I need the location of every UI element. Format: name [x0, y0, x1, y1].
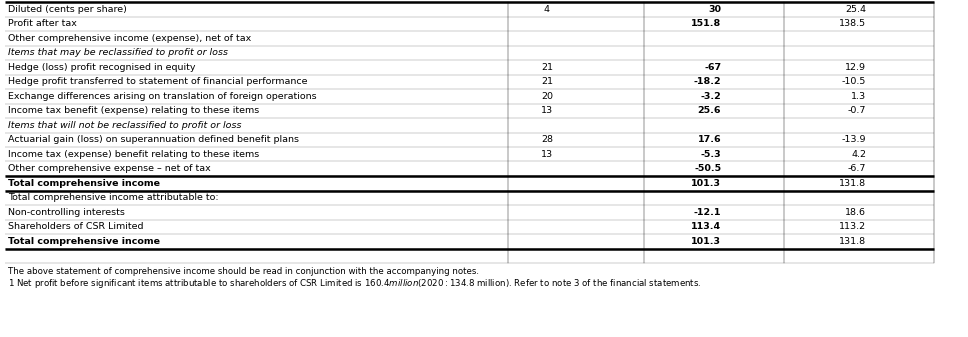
Text: 28: 28 [541, 135, 553, 144]
Text: Hedge profit transferred to statement of financial performance: Hedge profit transferred to statement of… [8, 77, 307, 86]
Text: 21: 21 [541, 77, 553, 86]
Text: 13: 13 [541, 150, 553, 159]
Text: 151.8: 151.8 [691, 19, 721, 28]
Text: Profit after tax: Profit after tax [8, 19, 76, 28]
Text: 101.3: 101.3 [691, 179, 721, 188]
Text: 12.9: 12.9 [845, 63, 866, 72]
Text: -10.5: -10.5 [842, 77, 866, 86]
Text: Total comprehensive income attributable to:: Total comprehensive income attributable … [8, 193, 219, 202]
Text: -0.7: -0.7 [848, 106, 866, 115]
Text: -67: -67 [704, 63, 721, 72]
Text: 4.2: 4.2 [852, 150, 866, 159]
Text: 113.4: 113.4 [691, 222, 721, 231]
Text: -13.9: -13.9 [842, 135, 866, 144]
Text: 131.8: 131.8 [839, 179, 866, 188]
Text: Items that will not be reclassified to profit or loss: Items that will not be reclassified to p… [8, 121, 241, 130]
Text: Other comprehensive income (expense), net of tax: Other comprehensive income (expense), ne… [8, 34, 251, 43]
Text: Diluted (cents per share): Diluted (cents per share) [8, 5, 127, 14]
Text: 17.6: 17.6 [698, 135, 721, 144]
Text: 101.3: 101.3 [691, 237, 721, 246]
Text: 1.3: 1.3 [851, 92, 866, 101]
Text: Income tax (expense) benefit relating to these items: Income tax (expense) benefit relating to… [8, 150, 259, 159]
Text: 13: 13 [541, 106, 553, 115]
Text: 4: 4 [544, 5, 550, 14]
Text: Other comprehensive expense – net of tax: Other comprehensive expense – net of tax [8, 164, 210, 173]
Text: 113.2: 113.2 [839, 222, 866, 231]
Text: -12.1: -12.1 [694, 208, 721, 217]
Text: Hedge (loss) profit recognised in equity: Hedge (loss) profit recognised in equity [8, 63, 196, 72]
Text: 18.6: 18.6 [845, 208, 866, 217]
Text: Items that may be reclassified to profit or loss: Items that may be reclassified to profit… [8, 48, 227, 57]
Text: 1 Net profit before significant items attributable to shareholders of CSR Limite: 1 Net profit before significant items at… [8, 277, 701, 290]
Text: Actuarial gain (loss) on superannuation defined benefit plans: Actuarial gain (loss) on superannuation … [8, 135, 299, 144]
Text: -18.2: -18.2 [693, 77, 721, 86]
Text: -3.2: -3.2 [701, 92, 721, 101]
Text: 25.4: 25.4 [845, 5, 866, 14]
Text: 131.8: 131.8 [839, 237, 866, 246]
Text: 138.5: 138.5 [839, 19, 866, 28]
Text: Non-controlling interests: Non-controlling interests [8, 208, 125, 217]
Text: 30: 30 [709, 5, 721, 14]
Text: 20: 20 [541, 92, 553, 101]
Text: -5.3: -5.3 [701, 150, 721, 159]
Text: Exchange differences arising on translation of foreign operations: Exchange differences arising on translat… [8, 92, 317, 101]
Text: -6.7: -6.7 [848, 164, 866, 173]
Text: -50.5: -50.5 [694, 164, 721, 173]
Text: 21: 21 [541, 63, 553, 72]
Text: 25.6: 25.6 [698, 106, 721, 115]
Text: The above statement of comprehensive income should be read in conjunction with t: The above statement of comprehensive inc… [8, 267, 479, 276]
Text: Total comprehensive income: Total comprehensive income [8, 237, 160, 246]
Text: Total comprehensive income: Total comprehensive income [8, 179, 160, 188]
Text: Shareholders of CSR Limited: Shareholders of CSR Limited [8, 222, 143, 231]
Text: Income tax benefit (expense) relating to these items: Income tax benefit (expense) relating to… [8, 106, 259, 115]
